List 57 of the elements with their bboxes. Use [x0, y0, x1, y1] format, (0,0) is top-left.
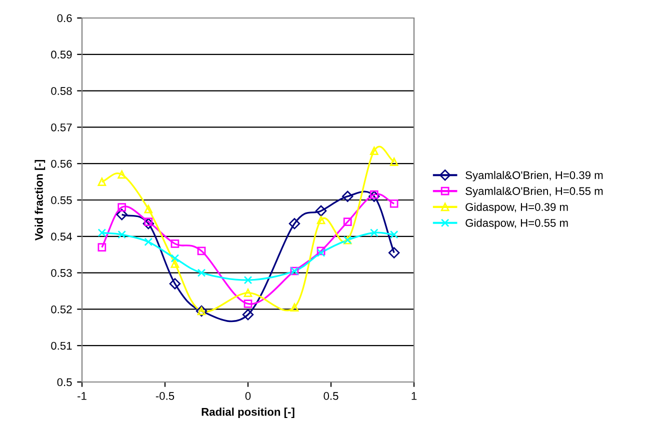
point [118, 170, 126, 179]
point [98, 243, 106, 252]
legend-label: Gidaspow, H=0.55 m [466, 218, 568, 230]
point [370, 146, 378, 156]
x-tick-label: 0 [245, 392, 251, 400]
point [170, 254, 180, 262]
point [98, 178, 106, 186]
y-tick-label: 0.58 [51, 87, 72, 95]
point [390, 158, 398, 166]
x-tick-label: 1 [412, 392, 417, 400]
point [368, 190, 380, 202]
y-tick-label: 0.52 [51, 305, 72, 314]
legend-label: Gidaspow, H=0.39 m [466, 202, 568, 214]
legend-label: Syamlal&O'Brien, H=0.55 m [466, 186, 603, 198]
y-tick-label: 0.57 [51, 123, 72, 132]
point [98, 228, 106, 237]
point [116, 208, 128, 220]
point [144, 218, 153, 226]
point [290, 303, 299, 312]
point [197, 246, 206, 256]
point [390, 230, 398, 239]
y-tick-label: 0.6 [57, 14, 72, 22]
x-axis-title: Radial position [-] [202, 408, 294, 418]
point [142, 218, 154, 230]
point [370, 190, 378, 199]
point [288, 218, 300, 230]
point [244, 288, 252, 297]
point [169, 278, 181, 290]
point [144, 238, 153, 246]
point [242, 309, 254, 320]
y-tick-label: 0.51 [51, 342, 72, 350]
y-tick-label: 0.59 [51, 50, 72, 59]
y-axis-title: Void fraction [-] [34, 160, 46, 241]
point [244, 276, 252, 284]
x-tick-label: -0.5 [156, 392, 174, 400]
y-tick-label: 0.5 [57, 378, 72, 386]
point [118, 203, 126, 212]
y-tick-label: 0.54 [51, 232, 72, 241]
point [144, 204, 153, 214]
point [388, 247, 400, 258]
y-tick-label: 0.55 [51, 196, 72, 204]
point [170, 260, 180, 268]
point [118, 230, 126, 239]
y-tick-label: 0.56 [51, 160, 72, 168]
point [170, 240, 180, 248]
x-tick-label: 0.5 [324, 392, 338, 400]
y-tick-label: 0.53 [51, 269, 72, 277]
point [244, 300, 252, 308]
point [342, 190, 354, 202]
x-tick-label: -1 [78, 392, 86, 400]
point [390, 199, 398, 208]
point [197, 268, 206, 277]
point [343, 218, 352, 226]
legend-label: Syamlal&O'Brien, H=0.39 m [466, 170, 603, 182]
point [370, 228, 378, 237]
point [315, 205, 327, 217]
point [316, 216, 326, 224]
